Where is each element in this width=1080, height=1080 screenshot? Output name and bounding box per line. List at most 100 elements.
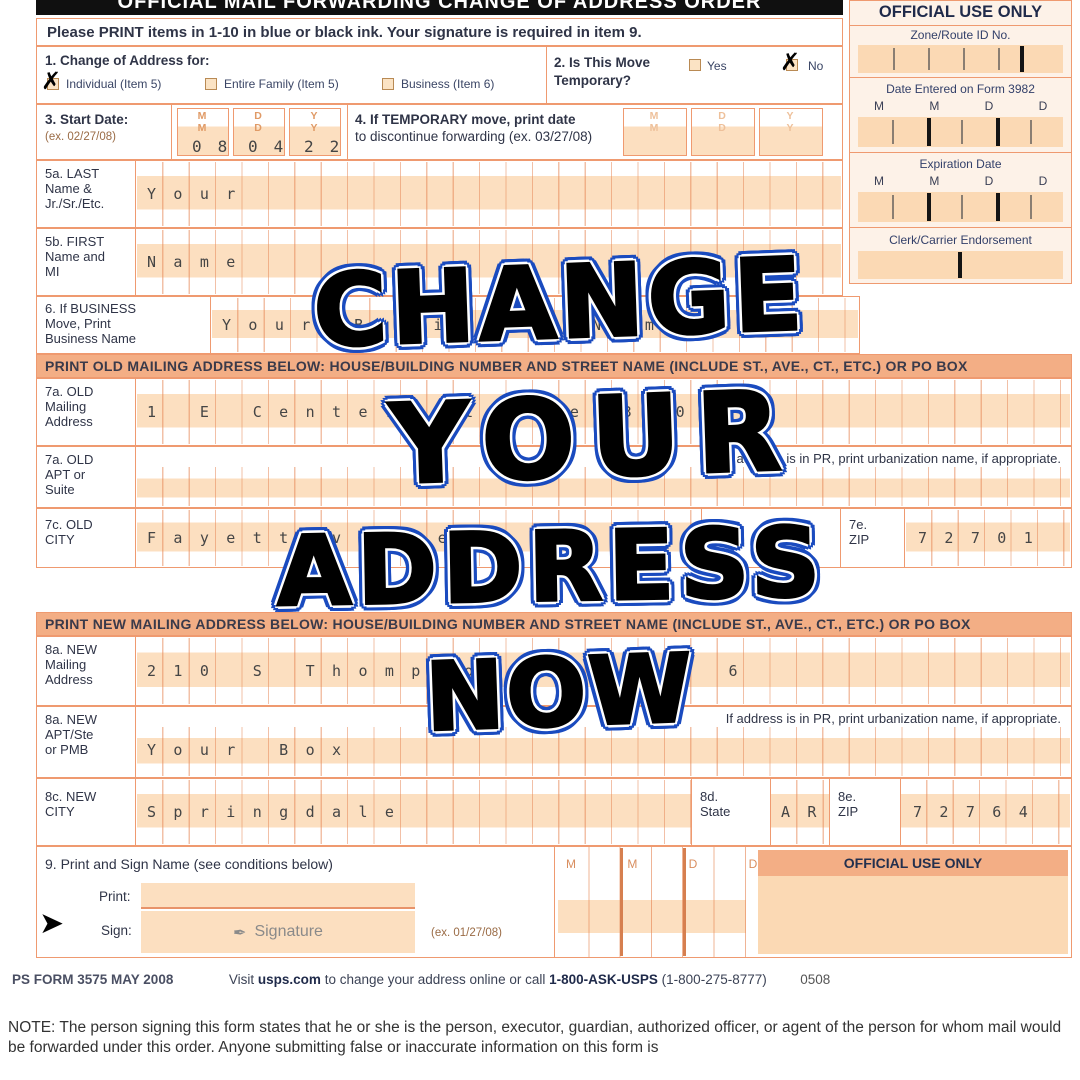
checkbox-individual[interactable]: ✗ bbox=[41, 69, 61, 93]
old-city-field[interactable]: Fayetteville bbox=[137, 510, 701, 566]
item5a-row: 5a. LAST Name & Jr./Sr./Etc. Your bbox=[36, 160, 843, 228]
item1-2-row: 1. Change of Address for: ✗ Individual (… bbox=[36, 46, 843, 104]
expiration-label: Expiration Date bbox=[919, 157, 1002, 171]
item8b-label-3: or PMB bbox=[45, 742, 89, 757]
new-pr-urbanization-note: If address is in PR, print urbanization … bbox=[725, 711, 1061, 726]
overlay-word-your: YOUR bbox=[386, 365, 801, 510]
item7c-label-2: CITY bbox=[45, 532, 75, 547]
clerk-endorsement-label: Clerk/Carrier Endorsement bbox=[889, 233, 1032, 247]
new-state-field[interactable]: AR bbox=[771, 780, 829, 844]
checkbox-business[interactable]: ✗ bbox=[382, 78, 394, 90]
date-entered-field[interactable] bbox=[858, 117, 1063, 147]
old-state-cell[interactable] bbox=[701, 509, 841, 567]
item8b-row: 8a. NEW APT/Ste or PMB If address is in … bbox=[36, 706, 1072, 778]
old-zip-label-2: ZIP bbox=[849, 532, 870, 547]
item5b-row: 5b. FIRST Name and MI Name bbox=[36, 228, 843, 296]
item7b-label-1: 7a. OLD bbox=[45, 452, 94, 467]
item5a-label-2: Name & bbox=[45, 181, 92, 196]
mm-header: M M bbox=[649, 110, 673, 134]
item8a-label-cell: 8a. NEW Mailing Address bbox=[37, 637, 136, 705]
item5a-label-3: Jr./Sr./Etc. bbox=[45, 196, 105, 211]
first-name-field[interactable]: Name bbox=[137, 230, 841, 294]
item9-official-use-label: OFFICIAL USE ONLY bbox=[843, 855, 983, 871]
expiration-headers: M M D D Y Y bbox=[874, 174, 1069, 188]
comb-tick-bold bbox=[958, 252, 962, 278]
old-address-field[interactable]: 1 E Center St Ste 300 bbox=[137, 380, 1070, 444]
print-name-field[interactable] bbox=[141, 883, 415, 909]
form-title-banner: OFFICIAL MAIL FORWARDING CHANGE OF ADDRE… bbox=[36, 0, 843, 15]
item4-label-line1: 4. If TEMPORARY move, print date bbox=[355, 112, 576, 127]
footer-visit-mid: to change your address online or call bbox=[324, 972, 546, 987]
comb-tick bbox=[892, 120, 894, 144]
sign-date-field[interactable]: M M D D Y Y bbox=[558, 847, 875, 957]
usps-site-link[interactable]: usps.com bbox=[257, 972, 321, 987]
expiration-field[interactable] bbox=[858, 192, 1063, 222]
comb-tick bbox=[1030, 195, 1032, 219]
business-name-field[interactable]: Your Business Name bbox=[212, 298, 858, 352]
clerk-endorsement-field[interactable] bbox=[858, 251, 1063, 279]
old-zip-label-1: 7e. bbox=[849, 517, 868, 532]
old-city-value: Fayetteville bbox=[147, 529, 465, 547]
discontinue-date-mm[interactable]: M M bbox=[623, 108, 687, 156]
new-zip-label-2: ZIP bbox=[838, 804, 859, 819]
new-zip-label-cell: 8e. ZIP bbox=[829, 779, 901, 845]
discontinue-date-yy[interactable]: Y Y bbox=[759, 108, 823, 156]
footer: PS FORM 3575 MAY 2008 Visit usps.com to … bbox=[12, 972, 830, 987]
official-use-panel: OFFICIAL USE ONLY Zone/Route ID No. Date… bbox=[849, 0, 1072, 284]
sign-date-example: (ex. 01/27/08) bbox=[431, 927, 502, 939]
form-id: PS FORM 3575 MAY 2008 bbox=[12, 972, 174, 987]
option-business-label: Business (Item 6) bbox=[401, 77, 495, 91]
divider bbox=[850, 227, 1071, 228]
last-name-field[interactable]: Your bbox=[137, 162, 841, 226]
comb-tick bbox=[928, 48, 930, 70]
new-address-section-bar: PRINT NEW MAILING ADDRESS BELOW: HOUSE/B… bbox=[36, 612, 1072, 636]
overlay-word-address: ADDRESS bbox=[274, 505, 828, 630]
new-state-label-1: 8d. bbox=[700, 789, 719, 804]
start-date-mm[interactable]: M M 08 bbox=[177, 108, 229, 156]
new-state-value: AR bbox=[781, 803, 834, 821]
item5b-label-1: 5b. FIRST bbox=[45, 234, 105, 249]
item8a-label-2: Mailing bbox=[45, 657, 87, 672]
new-zip-field[interactable]: 72764 bbox=[901, 780, 1070, 844]
new-address-field[interactable]: 210 S Thompson St Ste 6 bbox=[137, 638, 1070, 704]
comb-tick bbox=[998, 48, 1000, 70]
instruction-text: Please PRINT items in 1-10 in blue or bl… bbox=[47, 24, 642, 41]
item8c-label-1: 8c. NEW bbox=[45, 789, 97, 804]
zone-route-field[interactable] bbox=[858, 45, 1063, 73]
comb-tick bbox=[961, 195, 963, 219]
new-address-value: 210 S Thompson St Ste 6 bbox=[147, 662, 755, 680]
item6-row: 6. If BUSINESS Move, Print Business Name… bbox=[36, 296, 860, 354]
signature-placeholder: Signature bbox=[254, 923, 323, 940]
old-apt-field[interactable] bbox=[137, 467, 1070, 506]
new-city-value: Springdale bbox=[147, 803, 412, 821]
checkbox-entire-family[interactable]: ✗ bbox=[205, 78, 217, 90]
item8a-row: 8a. NEW Mailing Address 210 S Thompson S… bbox=[36, 636, 1072, 706]
item7a-row: 7a. OLD Mailing Address 1 E Center St St… bbox=[36, 378, 1072, 446]
new-apt-field[interactable]: Your Box bbox=[137, 727, 1070, 776]
comb-tick-bold bbox=[1020, 46, 1024, 72]
start-date-mm-value: 08 bbox=[192, 137, 244, 156]
new-city-field[interactable]: Springdale bbox=[137, 780, 691, 844]
item6-label-3: Business Name bbox=[45, 331, 137, 346]
checkbox-temporary-no[interactable]: ✗ bbox=[780, 50, 800, 74]
item1-label: 1. Change of Address for: bbox=[45, 53, 210, 68]
yy-header: Y Y bbox=[310, 110, 332, 134]
official-use-header: OFFICIAL USE ONLY bbox=[850, 3, 1071, 26]
checkbox-temporary-yes[interactable]: ✗ bbox=[689, 59, 701, 71]
option-family-label: Entire Family (Item 5) bbox=[224, 77, 339, 91]
old-pr-urbanization-note: If address is in PR, print urbanization … bbox=[725, 451, 1061, 466]
start-date-yy[interactable]: Y Y 22 bbox=[289, 108, 341, 156]
discontinue-date-dd[interactable]: D D bbox=[691, 108, 755, 156]
usps-phone-paren: (1-800-275-8777) bbox=[661, 972, 767, 987]
comb-tick bbox=[892, 195, 894, 219]
option-individual-label: Individual (Item 5) bbox=[66, 77, 162, 91]
start-date-dd[interactable]: D D 04 bbox=[233, 108, 285, 156]
item7c-label-cell: 7c. OLD CITY bbox=[37, 509, 136, 567]
item8c-label-2: CITY bbox=[45, 804, 75, 819]
item5a-label-cell: 5a. LAST Name & Jr./Sr./Etc. bbox=[37, 161, 136, 227]
comb-tick-bold bbox=[927, 118, 931, 146]
signature-field[interactable]: ✒ Signature bbox=[141, 911, 415, 953]
first-name-value: Name bbox=[147, 253, 253, 271]
old-zip-field[interactable]: 72701 bbox=[906, 510, 1070, 566]
item7b-row: 7a. OLD APT or Suite If address is in PR… bbox=[36, 446, 1072, 508]
